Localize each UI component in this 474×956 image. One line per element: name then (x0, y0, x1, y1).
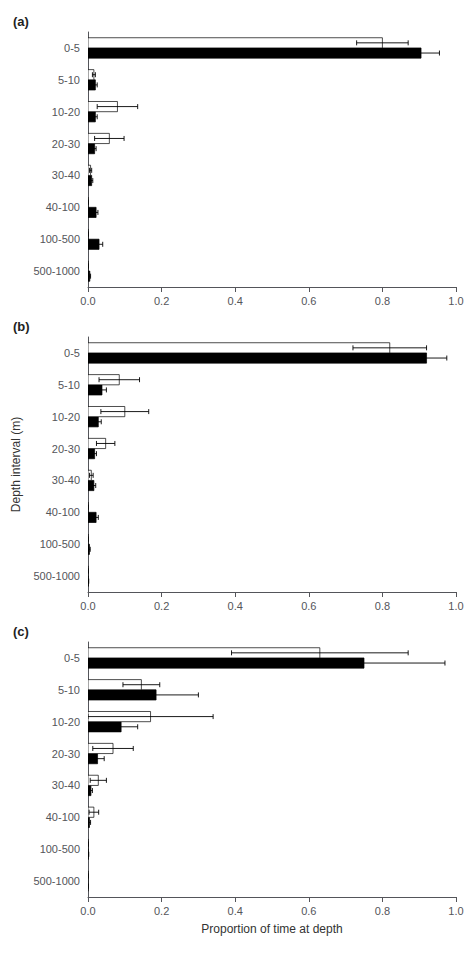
svg-text:10-20: 10-20 (52, 411, 80, 423)
svg-text:5-10: 5-10 (58, 74, 80, 86)
svg-text:0.8: 0.8 (375, 295, 390, 307)
svg-text:500-1000: 500-1000 (34, 570, 81, 582)
svg-text:0-5: 0-5 (64, 347, 80, 359)
svg-text:100-500: 100-500 (40, 233, 80, 245)
svg-text:500-1000: 500-1000 (34, 265, 81, 277)
svg-text:(c): (c) (13, 624, 29, 639)
svg-text:0.8: 0.8 (375, 600, 390, 612)
svg-text:0.8: 0.8 (375, 905, 390, 917)
svg-text:0.2: 0.2 (154, 905, 169, 917)
svg-text:Depth interval (m): Depth interval (m) (9, 417, 23, 512)
svg-text:5-10: 5-10 (58, 379, 80, 391)
svg-text:40-100: 40-100 (46, 811, 80, 823)
svg-text:(a): (a) (13, 14, 29, 29)
svg-text:0.6: 0.6 (301, 905, 316, 917)
svg-text:10-20: 10-20 (52, 106, 80, 118)
svg-text:20-30: 20-30 (52, 138, 80, 150)
svg-text:0-5: 0-5 (64, 42, 80, 54)
svg-text:1.0: 1.0 (448, 295, 463, 307)
svg-text:30-40: 30-40 (52, 169, 80, 181)
svg-text:40-100: 40-100 (46, 506, 80, 518)
svg-text:0.2: 0.2 (154, 295, 169, 307)
svg-text:100-500: 100-500 (40, 538, 80, 550)
svg-text:0.6: 0.6 (301, 600, 316, 612)
svg-text:0.0: 0.0 (80, 295, 95, 307)
svg-text:20-30: 20-30 (52, 443, 80, 455)
svg-text:500-1000: 500-1000 (34, 875, 81, 887)
svg-text:Proportion of time at depth: Proportion of time at depth (201, 922, 342, 936)
svg-text:5-10: 5-10 (58, 684, 80, 696)
svg-text:0.2: 0.2 (154, 600, 169, 612)
svg-text:1.0: 1.0 (448, 905, 463, 917)
svg-text:(b): (b) (13, 319, 30, 334)
svg-text:0-5: 0-5 (64, 652, 80, 664)
svg-text:30-40: 30-40 (52, 779, 80, 791)
svg-text:0.4: 0.4 (228, 905, 243, 917)
svg-text:20-30: 20-30 (52, 748, 80, 760)
svg-text:100-500: 100-500 (40, 843, 80, 855)
svg-text:0.4: 0.4 (228, 295, 243, 307)
svg-text:40-100: 40-100 (46, 201, 80, 213)
svg-text:1.0: 1.0 (448, 600, 463, 612)
svg-text:0.0: 0.0 (80, 600, 95, 612)
svg-text:30-40: 30-40 (52, 474, 80, 486)
svg-text:10-20: 10-20 (52, 716, 80, 728)
svg-text:0.0: 0.0 (80, 905, 95, 917)
svg-text:0.4: 0.4 (228, 600, 243, 612)
svg-text:0.6: 0.6 (301, 295, 316, 307)
